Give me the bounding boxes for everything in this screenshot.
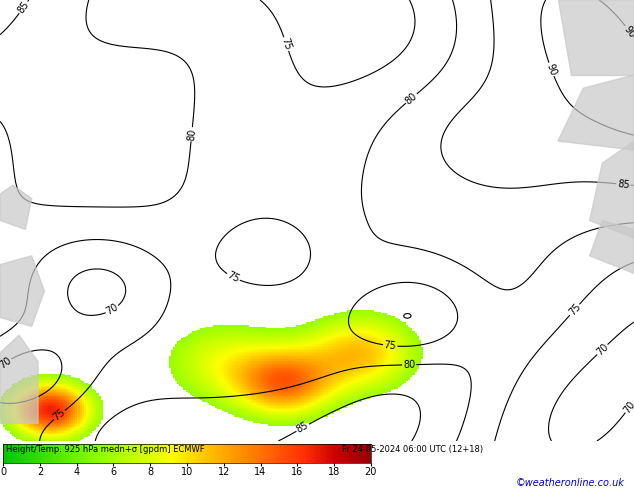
Text: 75: 75 [280,37,293,51]
Text: Height/Temp. 925 hPa medn+σ [gpdm] ECMWF: Height/Temp. 925 hPa medn+σ [gpdm] ECMWF [6,445,205,454]
Text: 70: 70 [622,399,634,415]
Polygon shape [590,220,634,273]
Polygon shape [558,75,634,150]
Polygon shape [0,256,44,326]
Text: ©weatheronline.co.uk: ©weatheronline.co.uk [515,478,624,488]
Text: 80: 80 [403,91,419,106]
Text: 75: 75 [226,270,241,285]
Text: 70: 70 [595,342,611,357]
Text: 75: 75 [567,302,583,318]
Text: Fr 24-05-2024 06:00 UTC (12+18): Fr 24-05-2024 06:00 UTC (12+18) [342,445,484,454]
Polygon shape [0,185,32,229]
Text: 70: 70 [105,302,120,317]
Text: 85: 85 [16,0,31,15]
Polygon shape [0,335,38,423]
Text: 75: 75 [384,340,397,351]
Polygon shape [590,141,634,238]
Text: 75: 75 [51,407,67,423]
Text: 90: 90 [622,24,634,40]
Text: 80: 80 [403,360,415,370]
Polygon shape [558,0,634,75]
Text: 70: 70 [0,355,13,370]
Text: 85: 85 [617,179,630,190]
Text: 85: 85 [295,420,311,435]
Text: 90: 90 [545,62,558,77]
Text: 80: 80 [186,127,197,141]
